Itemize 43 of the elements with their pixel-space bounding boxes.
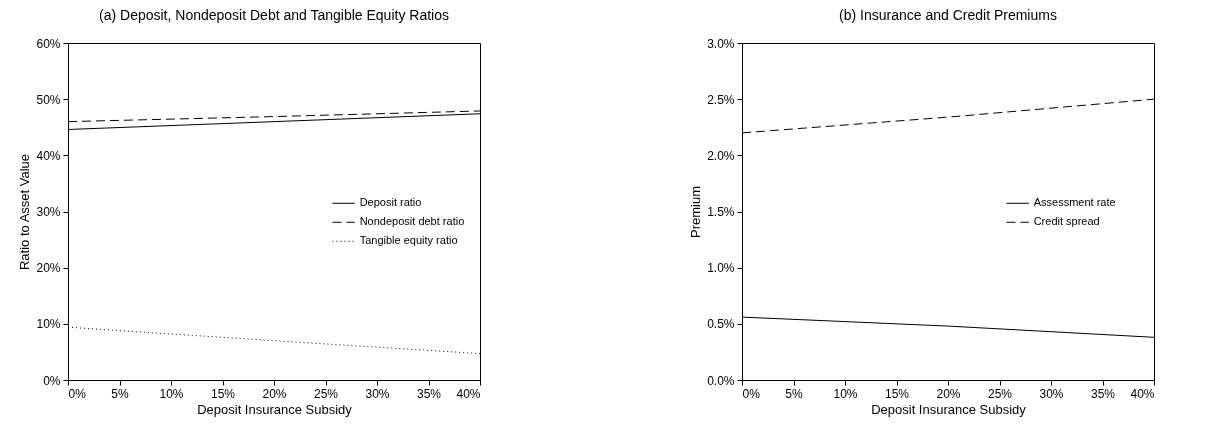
x-tick-label: 0% (68, 386, 87, 401)
x-axis-title: Deposit Insurance Subsidy (197, 401, 353, 417)
x-tick-label: 30% (1039, 386, 1064, 401)
x-axis-title: Deposit Insurance Subsidy (871, 401, 1027, 417)
x-tick-label: 40% (456, 386, 481, 401)
chart-title: (a) Deposit, Nondeposit Debt and Tangible Equity Ratios (99, 7, 449, 23)
y-tick-label: 60% (36, 36, 61, 51)
x-tick-label: 30% (365, 386, 390, 401)
x-tick-label: 35% (416, 386, 442, 401)
y-tick-label: 20% (36, 261, 61, 276)
x-tick-label: 5% (785, 386, 803, 401)
y-tick-label: 10% (36, 317, 61, 332)
x-tick-label: 25% (313, 386, 339, 401)
legend-label: Tangible equity ratio (359, 234, 458, 247)
legend-label: Assessment rate (1033, 196, 1116, 209)
y-tick-label: 50% (36, 92, 61, 107)
y-tick-label: 3.0% (707, 36, 735, 51)
y-axis-title: Ratio to Asset Value (17, 153, 33, 271)
x-tick-label: 10% (159, 386, 184, 401)
y-axis-title: Premium (688, 185, 704, 239)
legend-label: Nondeposit debt ratio (359, 215, 465, 228)
y-tick-label: 0.0% (707, 373, 735, 388)
x-tick-label: 40% (1130, 386, 1155, 401)
x-tick-label: 0% (742, 386, 761, 401)
x-tick-label: 20% (262, 386, 287, 401)
y-tick-label: 2.0% (707, 148, 735, 163)
y-tick-label: 0.5% (707, 317, 735, 332)
y-tick-label: 30% (36, 205, 61, 219)
y-tick-label: 40% (36, 148, 61, 163)
y-tick-label: 1.5% (707, 205, 735, 219)
x-tick-label: 25% (987, 386, 1013, 401)
x-tick-label: 15% (210, 386, 236, 401)
y-tick-label: 1.0% (707, 261, 735, 276)
legend-label: Deposit ratio (359, 196, 422, 209)
x-tick-label: 35% (1090, 386, 1116, 401)
x-tick-label: 20% (936, 386, 961, 401)
legend-label: Credit spread (1033, 215, 1100, 228)
y-tick-label: 0% (43, 373, 61, 388)
x-tick-label: 10% (833, 386, 858, 401)
x-tick-label: 15% (884, 386, 910, 401)
y-tick-label: 2.5% (707, 92, 735, 107)
chart-title: (b) Insurance and Credit Premiums (839, 7, 1057, 23)
x-tick-label: 5% (111, 386, 129, 401)
